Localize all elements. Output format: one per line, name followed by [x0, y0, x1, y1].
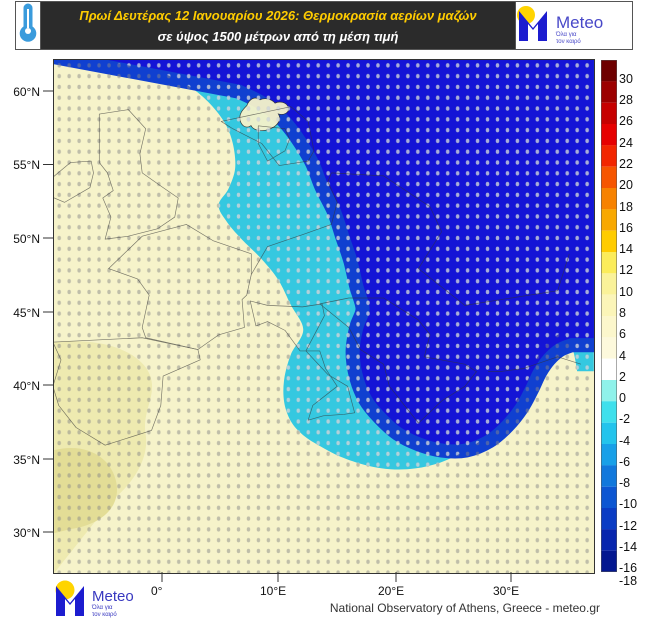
svg-text:Όλα για: Όλα για — [91, 605, 113, 611]
svg-text:Meteo: Meteo — [92, 588, 134, 605]
svg-text:τον καιρό: τον καιρό — [92, 611, 117, 618]
